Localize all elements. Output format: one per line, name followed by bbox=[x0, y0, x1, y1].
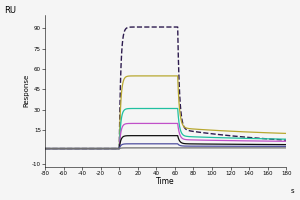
Text: RU: RU bbox=[4, 6, 16, 15]
Y-axis label: Response: Response bbox=[23, 74, 29, 107]
X-axis label: Time: Time bbox=[156, 177, 175, 186]
Text: s: s bbox=[291, 188, 295, 194]
